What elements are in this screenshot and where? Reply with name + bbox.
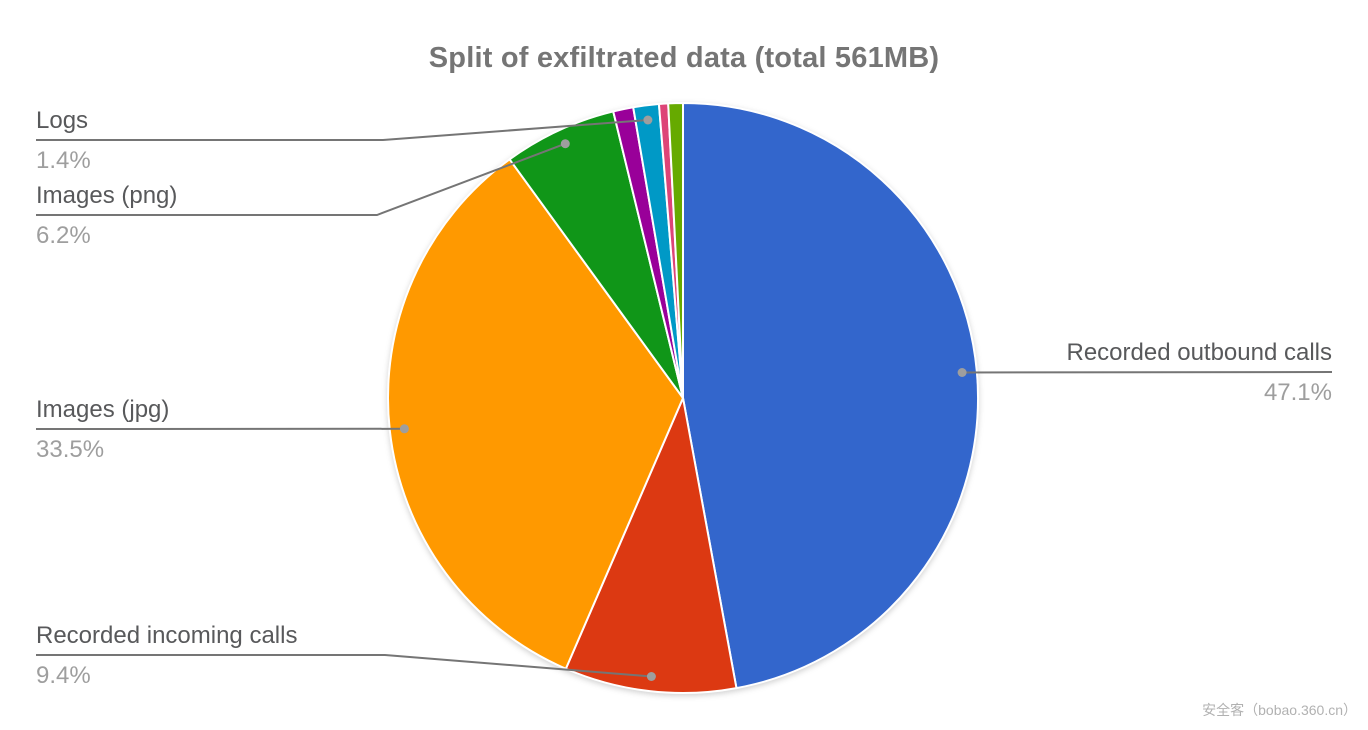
pie-slice-images-jpg[interactable] bbox=[387, 158, 684, 670]
leader-line bbox=[36, 654, 652, 678]
pie-slice-recorded-incoming-calls[interactable] bbox=[564, 397, 738, 695]
leader-line bbox=[962, 371, 1333, 374]
callout-recorded-outbound-calls: Recorded outbound calls 47.1% bbox=[1066, 339, 1332, 407]
leader-dot bbox=[399, 424, 409, 434]
pie-slice-small-7[interactable] bbox=[667, 101, 684, 399]
callout-images-png-label: Images (png) bbox=[36, 182, 178, 209]
pie-slice-images-png[interactable] bbox=[508, 110, 684, 399]
callout-logs: Logs 1.4% bbox=[36, 107, 91, 175]
chart-title: Split of exfiltrated data (total 561MB) bbox=[428, 42, 940, 74]
callout-images-jpg-percent: 33.5% bbox=[36, 436, 105, 463]
callout-images-png-percent: 6.2% bbox=[36, 222, 91, 249]
callout-logs-label: Logs bbox=[36, 107, 89, 134]
callout-recorded-incoming-calls-percent: 9.4% bbox=[36, 662, 91, 689]
leader-line bbox=[36, 119, 648, 141]
callout-recorded-outbound-calls-percent: 47.1% bbox=[1263, 379, 1332, 406]
callout-images-jpg-label: Images (jpg) bbox=[36, 396, 170, 423]
leader-dot bbox=[560, 139, 570, 149]
watermark: 安全客（bobao.360.cn） bbox=[1202, 702, 1357, 718]
callout-logs-percent: 1.4% bbox=[36, 147, 91, 174]
leader-dot bbox=[646, 672, 656, 681]
callout-recorded-outbound-calls-label: Recorded outbound calls bbox=[1066, 339, 1332, 366]
pie-slice-recorded-outbound-calls[interactable] bbox=[682, 102, 979, 690]
leader-line bbox=[36, 142, 566, 216]
callout-images-jpg: Images (jpg) 33.5% bbox=[36, 396, 169, 464]
callout-recorded-incoming-calls: Recorded incoming calls 9.4% bbox=[36, 622, 297, 690]
callout-recorded-incoming-calls-label: Recorded incoming calls bbox=[36, 622, 298, 649]
leader-dot bbox=[957, 368, 967, 377]
callout-images-png: Images (png) 6.2% bbox=[36, 182, 177, 250]
leader-dot bbox=[643, 115, 653, 125]
